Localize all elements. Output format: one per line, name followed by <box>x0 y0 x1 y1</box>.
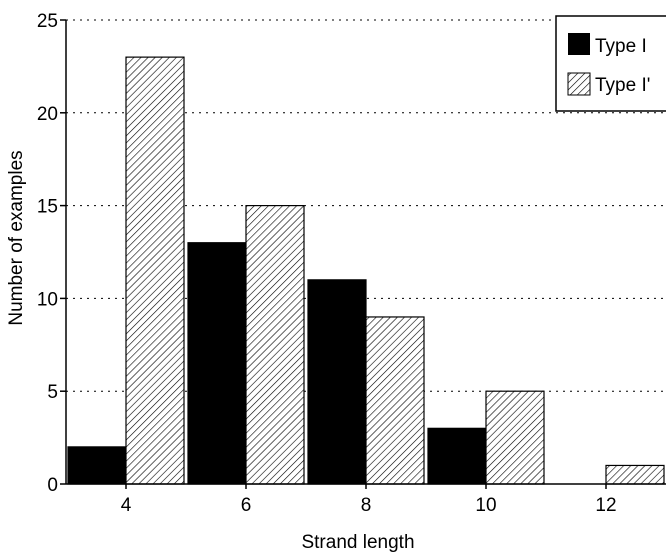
y-tick-label: 15 <box>37 197 58 218</box>
bars <box>67 56 665 485</box>
x-tick-label: 6 <box>241 495 252 516</box>
bar-type-i <box>307 279 367 485</box>
legend-swatch-type-i <box>568 33 590 55</box>
legend-swatch-type-i-prime <box>567 72 591 96</box>
x-tick-label: 4 <box>121 495 132 516</box>
bar-type-i-prime <box>485 390 545 485</box>
x-tick-label: 10 <box>475 495 496 516</box>
legend-box <box>555 15 666 112</box>
y-tick-label: 5 <box>47 382 58 403</box>
legend-label-type-i: Type I <box>595 36 647 57</box>
x-tick-label: 8 <box>361 495 372 516</box>
axes <box>60 19 666 489</box>
x-axis-label: Strand length <box>301 532 414 552</box>
bar-type-i <box>427 427 487 485</box>
bar-type-i-prime <box>365 316 425 485</box>
bar-type-i-prime <box>245 205 305 485</box>
y-tick-labels: 0 5 10 15 20 25 <box>37 11 58 496</box>
x-tick-label: 12 <box>595 495 616 516</box>
y-tick-label: 0 <box>47 475 58 496</box>
bar-type-i <box>67 446 127 485</box>
bar-type-i-prime <box>605 464 665 485</box>
y-tick-label: 20 <box>37 104 58 125</box>
bar-type-i <box>187 242 247 485</box>
y-tick-label: 25 <box>37 11 58 32</box>
y-tick-label: 10 <box>37 289 58 310</box>
y-axis-label: Number of examples <box>6 150 27 325</box>
x-tick-labels: 4 6 8 10 12 <box>121 495 617 516</box>
legend: Type I Type I' <box>555 15 666 112</box>
legend-label-type-i-prime: Type I' <box>595 75 650 96</box>
bar-type-i-prime <box>125 56 185 485</box>
